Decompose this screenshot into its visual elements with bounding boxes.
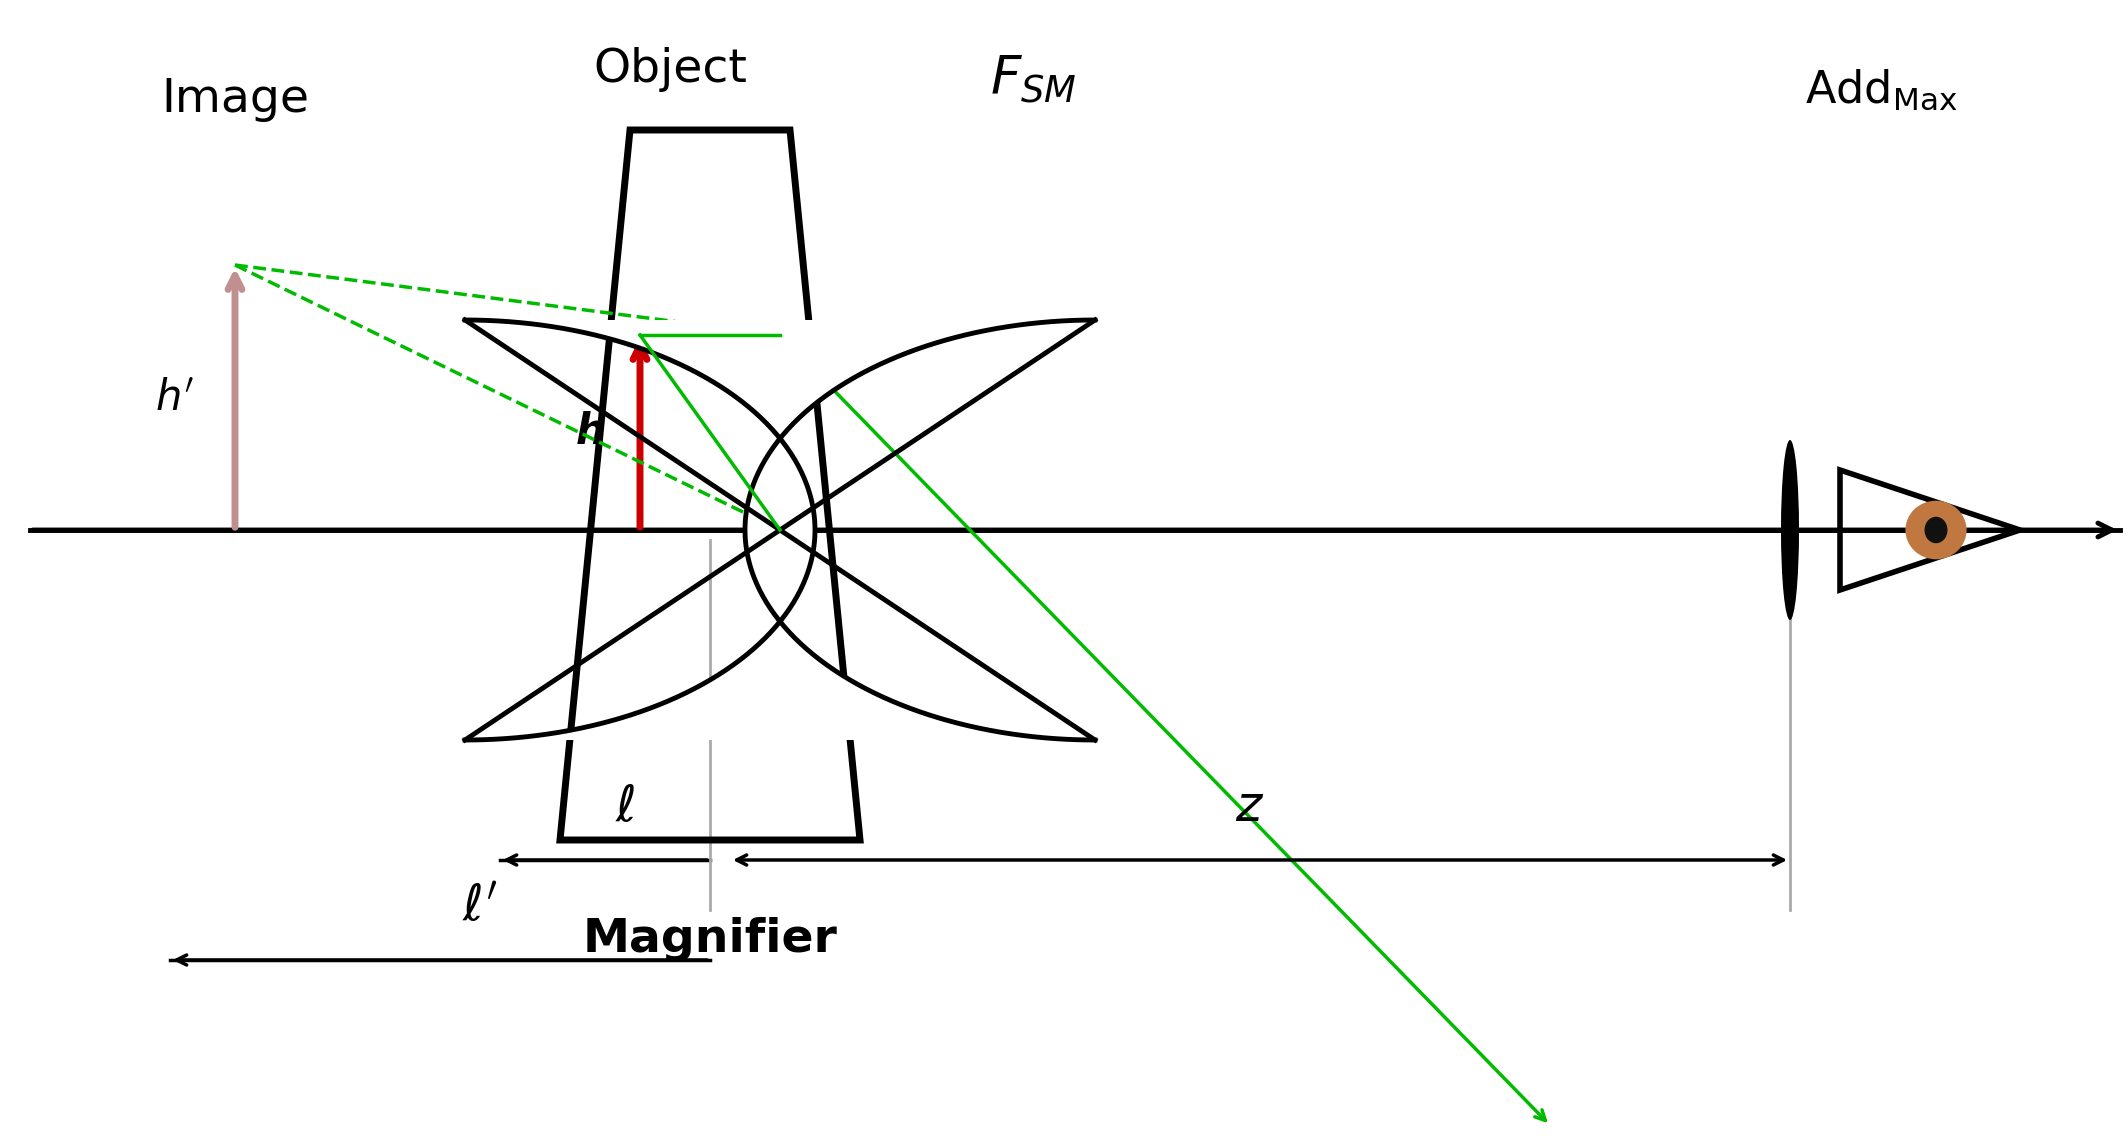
- Text: Image: Image: [162, 77, 309, 123]
- Text: $\ell'$: $\ell'$: [462, 883, 498, 932]
- Ellipse shape: [1781, 440, 1798, 620]
- Ellipse shape: [1924, 517, 1947, 543]
- Text: $z$: $z$: [1236, 783, 1264, 832]
- Text: $\ell$: $\ell$: [615, 783, 634, 832]
- Text: $F_{SM}$: $F_{SM}$: [990, 55, 1077, 106]
- Text: Object: Object: [594, 48, 747, 92]
- Text: $\mathrm{Add}_{\mathrm{Max}}$: $\mathrm{Add}_{\mathrm{Max}}$: [1805, 68, 1958, 112]
- Polygon shape: [466, 320, 1096, 740]
- Text: Magnifier: Magnifier: [583, 918, 838, 962]
- Ellipse shape: [1905, 501, 1966, 559]
- Text: $\boldsymbol{h}$: $\boldsymbol{h}$: [575, 411, 604, 453]
- Text: $\boldsymbol{h'}$: $\boldsymbol{h'}$: [155, 376, 194, 418]
